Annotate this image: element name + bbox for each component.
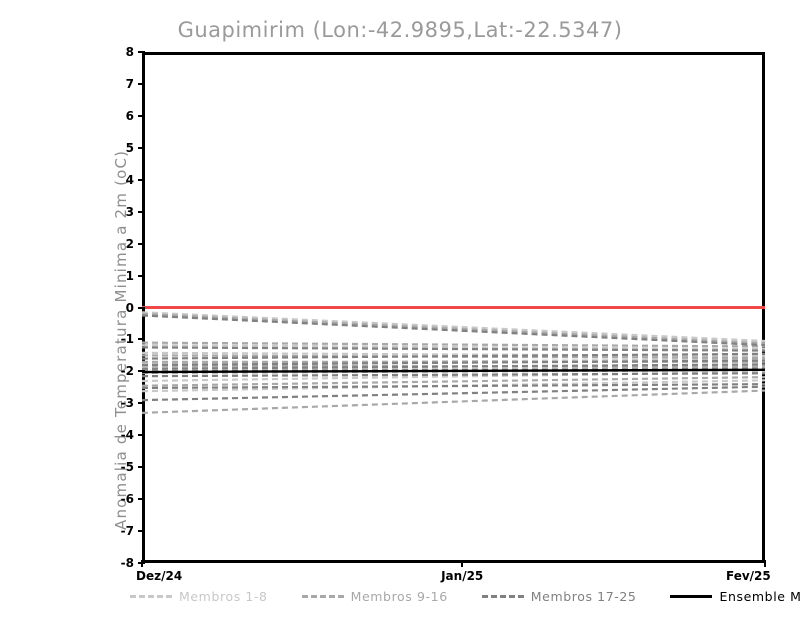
- y-tick-label: 8: [125, 45, 134, 59]
- y-tick-label: 5: [125, 140, 134, 155]
- y-tick-mark: [138, 338, 145, 341]
- y-tick-mark: [138, 402, 145, 405]
- y-tick-label: 1: [125, 268, 134, 283]
- y-tick-label: 0: [125, 300, 134, 315]
- legend-item[interactable]: Ensemble Mean: [670, 589, 800, 604]
- legend-item[interactable]: Membros 1-8: [130, 589, 268, 604]
- y-tick-mark: [138, 146, 145, 149]
- y-tick-label: 7: [125, 76, 134, 91]
- plot-area: [142, 52, 765, 563]
- x-tick-mark: [461, 560, 464, 567]
- y-tick-label: -6: [120, 492, 134, 507]
- y-tick-mark: [138, 82, 145, 85]
- y-tick-label: 6: [125, 108, 134, 123]
- x-tick-label: Dez/24: [136, 569, 183, 583]
- y-tick-mark: [138, 51, 145, 53]
- y-tick-label: 4: [125, 172, 134, 187]
- x-tick-label: Jan/25: [441, 569, 484, 583]
- legend-item[interactable]: Membros 17-25: [481, 588, 637, 604]
- legend-label: Membros 9-16: [350, 588, 448, 604]
- y-tick-mark: [138, 274, 145, 277]
- y-tick-mark: [138, 434, 145, 437]
- y-tick-mark: [138, 114, 145, 117]
- y-tick-label: -2: [120, 364, 134, 379]
- y-tick-mark: [138, 178, 145, 181]
- legend-label: Ensemble Mean: [719, 588, 800, 604]
- chart-legend: Membros 1-8 Membros 9-16 Membros 17-25 Ense…: [130, 586, 800, 606]
- y-tick-label: -5: [120, 460, 134, 475]
- legend-item[interactable]: Membros 9-16: [301, 588, 448, 604]
- page-title: Guapimirim (Lon:-42.9895,Lat:-22.5347): [177, 18, 623, 42]
- x-tick-mark: [764, 560, 766, 567]
- y-tick-label: -3: [120, 396, 134, 411]
- y-tick-mark: [138, 306, 145, 309]
- legend-swatch-icon: [481, 594, 524, 598]
- legend-swatch-icon: [301, 594, 344, 598]
- y-tick-mark: [138, 370, 145, 373]
- legend-swatch-icon: [130, 594, 172, 598]
- legend-swatch-icon: [670, 594, 713, 598]
- y-tick-mark: [138, 530, 145, 533]
- x-tick-mark: [141, 560, 143, 567]
- y-tick-label: -7: [120, 524, 134, 539]
- y-tick-mark: [138, 498, 145, 501]
- y-tick-mark: [138, 242, 145, 245]
- y-tick-mark: [138, 210, 145, 213]
- y-tick-label: -1: [120, 332, 134, 347]
- legend-label: Membros 17-25: [530, 588, 637, 604]
- y-tick-mark: [138, 466, 145, 469]
- x-tick-label: Fev/25: [726, 569, 771, 583]
- y-tick-label: -8: [120, 556, 134, 570]
- legend-label: Membros 1-8: [179, 588, 268, 604]
- y-tick-label: 2: [125, 236, 134, 251]
- y-tick-label: 3: [125, 204, 134, 219]
- y-tick-label: -4: [120, 428, 134, 443]
